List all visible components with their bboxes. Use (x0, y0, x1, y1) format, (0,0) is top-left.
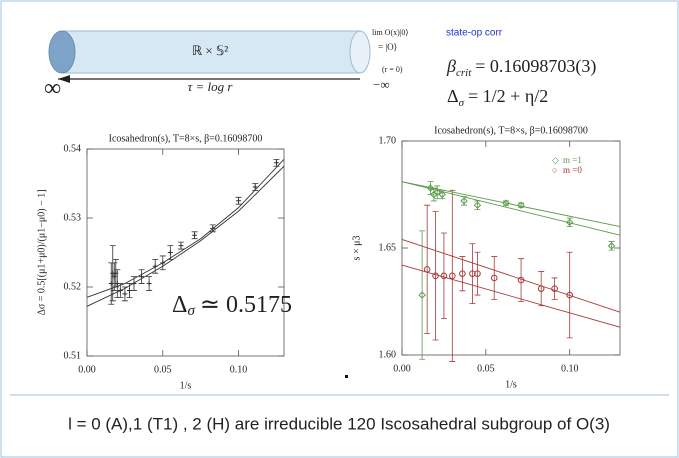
cylinder (61, 30, 361, 74)
point (438, 190, 446, 199)
fit-line (401, 181, 621, 228)
error-bar (459, 256, 466, 292)
error-bar (432, 211, 439, 341)
cylinder-end (349, 30, 371, 74)
x-tick-label: 0.05 (477, 363, 495, 374)
delta-value: = 1/2 + η/2 (468, 86, 548, 106)
y-axis-label: s × μ3 (351, 236, 362, 261)
x-axis-label: 1/s (180, 380, 192, 391)
plot-frame (86, 148, 285, 357)
error-bar (440, 232, 447, 320)
point (192, 232, 198, 238)
fit-line (401, 181, 621, 236)
y-tick-label: 0.51 (64, 350, 82, 361)
point (433, 188, 441, 197)
point (607, 242, 616, 250)
beta-crit: βcrit = 0.16098703(3) (446, 56, 596, 78)
error-bar (474, 251, 481, 296)
beta-subscript: crit (456, 67, 472, 79)
x-tick-label: 0.05 (154, 364, 172, 375)
error-bar (434, 185, 441, 200)
point (167, 250, 173, 255)
point (469, 270, 476, 277)
legend-marker: ◇ (552, 155, 559, 165)
legend-label: m =0 (563, 165, 582, 175)
arrow-head (58, 75, 70, 83)
error-bar (449, 189, 456, 362)
delta-formula: Δσ = 1/2 + η/2 (447, 86, 548, 108)
point (517, 201, 525, 209)
point (122, 291, 128, 297)
r-zero: (r = 0) (382, 65, 403, 74)
chart-title: Icosahedron(s), T=8×s, β=0.16098700 (434, 125, 588, 136)
y-tick-label: 1.70 (379, 135, 397, 146)
fit-line (401, 239, 621, 313)
fit-line (401, 264, 621, 328)
minus-infinity: −∞ (373, 77, 390, 92)
point (565, 218, 574, 227)
error-bar (518, 258, 525, 302)
point (460, 197, 468, 205)
x-axis-label: 1/s (505, 379, 517, 390)
limit-label: lim O(x)|0⟩ (372, 28, 409, 37)
dot (345, 375, 348, 378)
point (502, 199, 510, 207)
annotation-symbol: Δ (172, 292, 187, 318)
infinity: ∞ (44, 76, 61, 102)
beta-symbol: β (446, 56, 456, 76)
tau-label: τ = log r (188, 79, 234, 94)
point (418, 291, 426, 299)
cylinder-label: ℝ × 𝕊² (192, 43, 228, 58)
state-op-note: state-op corr (446, 28, 503, 39)
point (252, 184, 258, 190)
point (459, 270, 466, 277)
y-tick-label: 1.60 (379, 349, 397, 360)
fit-line (86, 165, 285, 307)
point (178, 243, 184, 249)
point (449, 272, 456, 280)
annotation-subscript: σ (187, 303, 195, 319)
x-tick-label: 0.10 (561, 363, 579, 374)
y-tick-label: 0.54 (64, 143, 82, 154)
y-tick-label: 0.53 (64, 212, 82, 223)
error-bar (551, 277, 558, 300)
point (551, 285, 558, 292)
y-axis-label: Δσ = 0.5[(μ1+μ0)/(μ1−μ0) − 1] (36, 189, 47, 315)
x-tick-label: 0.10 (230, 364, 248, 375)
chart-title: Icosahedron(s), T=8×s, β=0.16098700 (109, 133, 263, 144)
footer: l = 0 (A),1 (T1) , 2 (H) are irreducible… (68, 414, 610, 433)
error-bar (491, 256, 498, 300)
limit-eq: = |O⟩ (378, 42, 397, 52)
point (490, 274, 498, 282)
point (473, 201, 482, 209)
y-tick-label: 0.52 (64, 281, 82, 292)
beta-value: = 0.16098703(3) (475, 56, 596, 77)
x-tick-label: 0.00 (393, 363, 411, 374)
annotation-value: ≃ 0.5175 (200, 292, 292, 318)
point (236, 198, 242, 204)
annotation: Δσ ≃ 0.5175 (172, 292, 292, 320)
error-bar (469, 243, 476, 305)
delta-symbol: Δ (447, 86, 459, 106)
legend-marker: ○ (552, 165, 557, 175)
point (146, 281, 152, 287)
legend-label: m =1 (563, 155, 582, 165)
y-tick-label: 1.65 (379, 242, 397, 253)
fit-line (86, 159, 285, 298)
cylinder-start (48, 30, 76, 74)
point (474, 270, 481, 277)
error-bar (424, 204, 431, 334)
delta-subscript: σ (459, 97, 465, 109)
point (566, 291, 573, 299)
x-tick-label: 0.00 (78, 364, 96, 375)
error-bar (419, 230, 426, 360)
point (273, 160, 279, 166)
